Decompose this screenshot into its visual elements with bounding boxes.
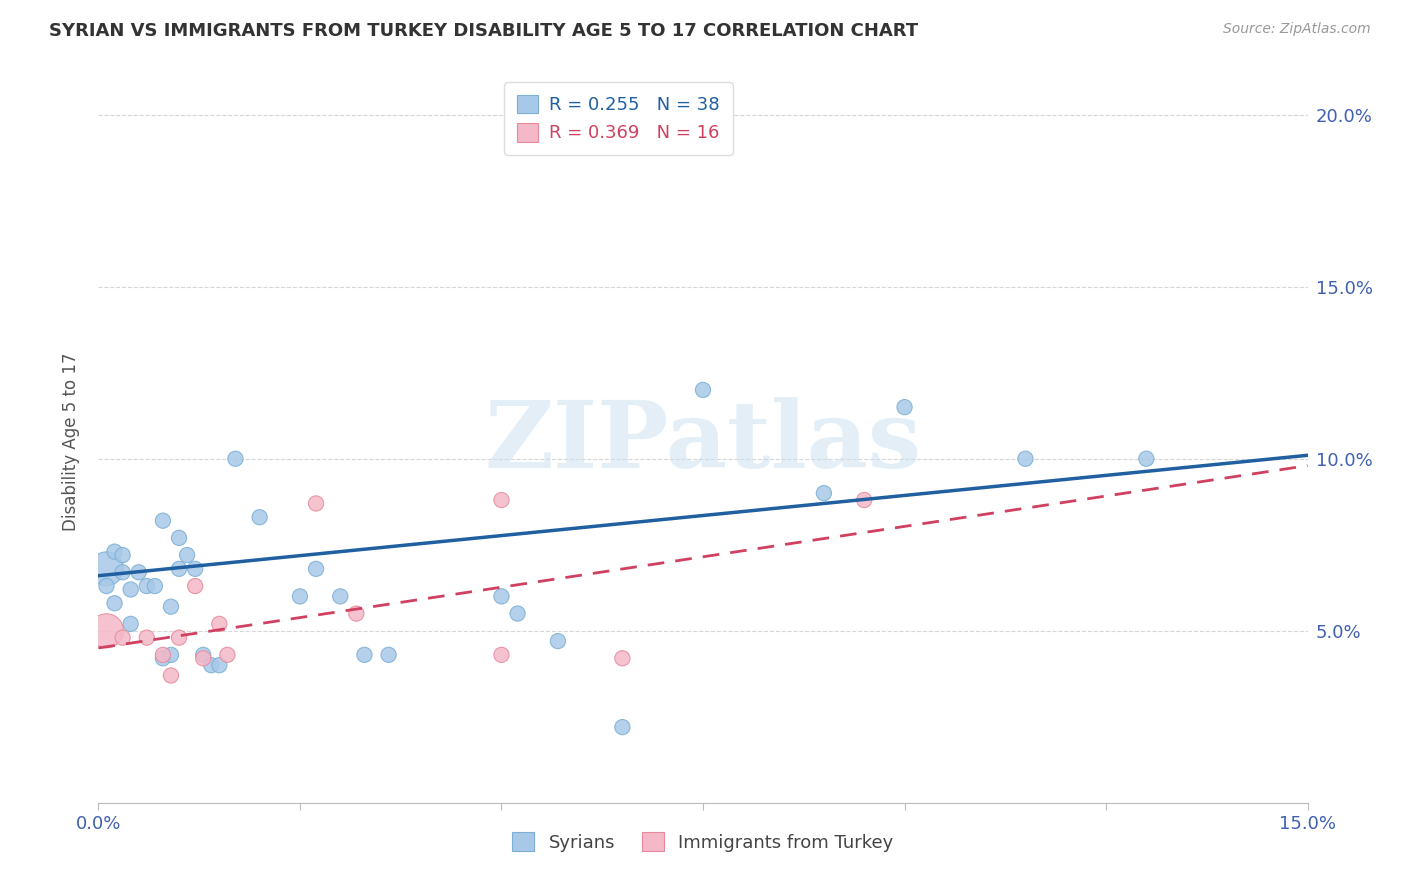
Point — [143, 579, 166, 593]
Point — [167, 531, 190, 545]
Point — [329, 590, 352, 604]
Point — [128, 566, 150, 580]
Point — [224, 451, 246, 466]
Text: Source: ZipAtlas.com: Source: ZipAtlas.com — [1223, 22, 1371, 37]
Point — [135, 631, 157, 645]
Point — [96, 562, 118, 576]
Point — [152, 648, 174, 662]
Text: ZIPatlas: ZIPatlas — [485, 397, 921, 486]
Point — [152, 514, 174, 528]
Point — [152, 651, 174, 665]
Point — [96, 579, 118, 593]
Point — [111, 566, 134, 580]
Point — [893, 400, 915, 414]
Point — [491, 590, 513, 604]
Point — [353, 648, 375, 662]
Point — [1135, 451, 1157, 466]
Point — [160, 599, 183, 614]
Point — [160, 648, 183, 662]
Point — [193, 648, 215, 662]
Point — [547, 634, 569, 648]
Point — [305, 562, 328, 576]
Point — [491, 493, 513, 508]
Point — [184, 562, 207, 576]
Point — [167, 562, 190, 576]
Point — [176, 548, 198, 562]
Point — [96, 624, 118, 638]
Point — [120, 582, 142, 597]
Legend: Syrians, Immigrants from Turkey: Syrians, Immigrants from Turkey — [505, 825, 901, 859]
Point — [612, 720, 634, 734]
Point — [193, 651, 215, 665]
Point — [612, 651, 634, 665]
Point — [200, 658, 222, 673]
Y-axis label: Disability Age 5 to 17: Disability Age 5 to 17 — [62, 352, 80, 531]
Point — [208, 658, 231, 673]
Point — [111, 548, 134, 562]
Point — [103, 544, 125, 558]
Point — [1014, 451, 1036, 466]
Point — [692, 383, 714, 397]
Point — [344, 607, 367, 621]
Point — [135, 579, 157, 593]
Point — [813, 486, 835, 500]
Point — [184, 579, 207, 593]
Point — [120, 616, 142, 631]
Point — [160, 668, 183, 682]
Point — [506, 607, 529, 621]
Point — [491, 648, 513, 662]
Point — [208, 616, 231, 631]
Point — [217, 648, 239, 662]
Point — [305, 496, 328, 510]
Point — [377, 648, 399, 662]
Point — [288, 590, 311, 604]
Point — [249, 510, 271, 524]
Text: SYRIAN VS IMMIGRANTS FROM TURKEY DISABILITY AGE 5 TO 17 CORRELATION CHART: SYRIAN VS IMMIGRANTS FROM TURKEY DISABIL… — [49, 22, 918, 40]
Point — [167, 631, 190, 645]
Point — [103, 596, 125, 610]
Point — [111, 631, 134, 645]
Point — [853, 493, 876, 508]
